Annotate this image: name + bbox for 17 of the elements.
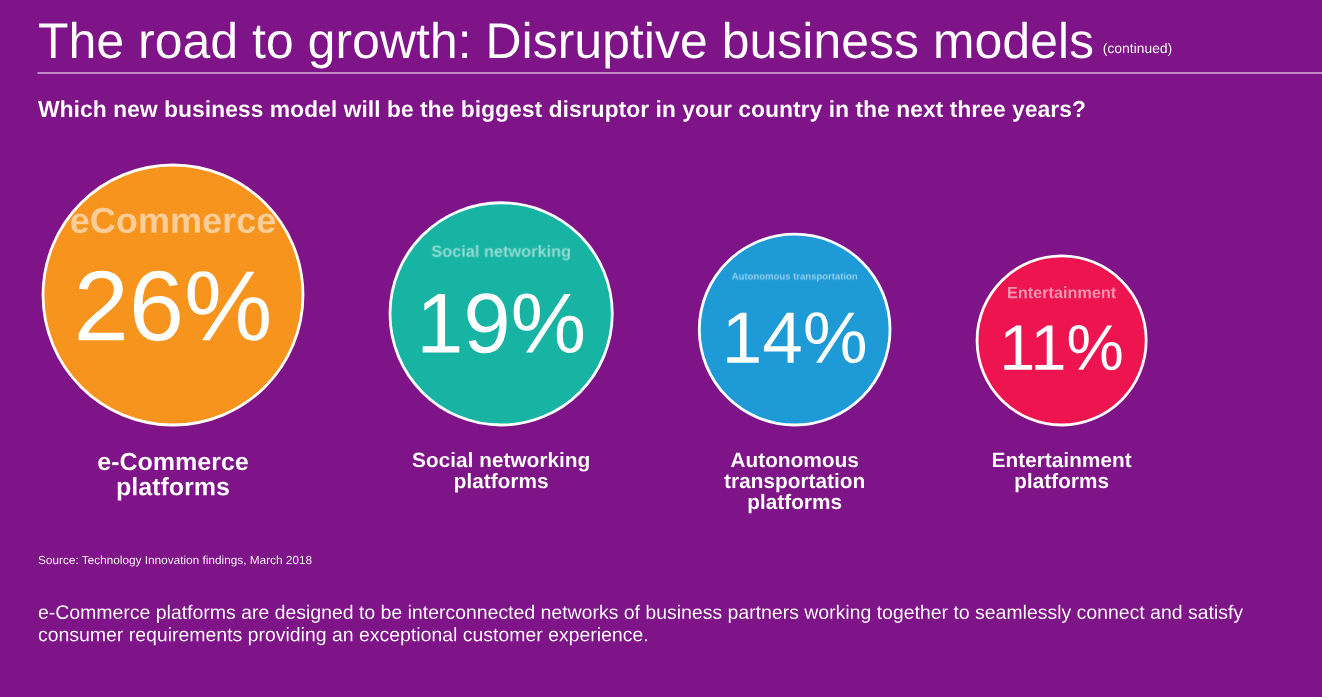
text: eCommerce bbox=[71, 207, 276, 234]
text: Autonomous transportation bbox=[731, 272, 858, 282]
text: Social networking bbox=[431, 245, 570, 261]
category-label: Social networking platforms bbox=[412, 452, 589, 493]
category-label: e-Commerce platforms bbox=[98, 452, 248, 501]
category-label: Entertainment platforms bbox=[992, 452, 1132, 493]
data-label: 19% bbox=[422, 293, 584, 354]
data-label: 11% bbox=[1004, 325, 1122, 371]
category-label: Autonomous transportation platforms bbox=[724, 452, 864, 514]
text: Which new business model will be the biggest disruptor in your country in the next three years? bbox=[38, 100, 1085, 122]
text: Entertainment bbox=[1008, 286, 1117, 299]
text: e-Commerce platforms are designed to be interconnected networks of business partners working together to seamlessly connect and satisfy consumer requirements providing an exceptional customer experience. bbox=[38, 604, 1244, 646]
source-note: Source: Technology Innovation findings, March 2018 bbox=[38, 555, 312, 567]
data-label: 26% bbox=[78, 270, 269, 342]
data-label: 14% bbox=[727, 312, 865, 364]
text: The road to growth: Disruptive business models bbox=[39, 21, 1093, 69]
text: (continued) bbox=[1103, 42, 1172, 56]
